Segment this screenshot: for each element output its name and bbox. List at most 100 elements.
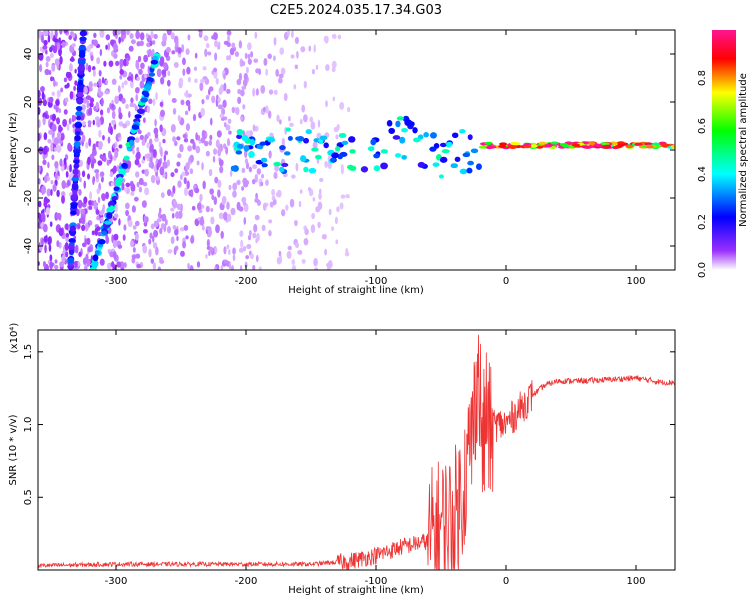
spectrogram-cell bbox=[243, 216, 247, 225]
spectrogram-cell bbox=[76, 115, 82, 121]
spectrogram-cell bbox=[467, 134, 473, 141]
spectrogram-cell bbox=[71, 183, 79, 190]
spectrogram-cell bbox=[249, 138, 256, 146]
spectrogram-cell bbox=[104, 220, 112, 225]
spectrogram-cell bbox=[205, 205, 210, 213]
spectrogram-cell bbox=[128, 45, 134, 52]
spectrogram-cell bbox=[625, 144, 634, 149]
spectrogram-cell bbox=[157, 266, 162, 270]
spectrogram-cell bbox=[136, 181, 140, 188]
spectrogram-cell bbox=[241, 196, 247, 204]
spectrogram-cell bbox=[144, 153, 149, 159]
spectrogram-cell bbox=[616, 143, 625, 147]
spectrogram-cell bbox=[185, 123, 190, 132]
spectrogram-cell bbox=[132, 184, 136, 192]
spectrogram-cell bbox=[126, 57, 129, 67]
spectrogram-cell bbox=[189, 154, 194, 163]
spectrogram-cell bbox=[95, 101, 100, 110]
spectrogram-cell bbox=[139, 32, 145, 41]
spectrogram-cell bbox=[294, 219, 298, 227]
spectrogram-cell bbox=[562, 144, 571, 148]
spectrogram-cell bbox=[238, 247, 244, 253]
spectrogram-x-tick-label: 0 bbox=[503, 276, 509, 287]
spectrogram-cell bbox=[445, 141, 453, 147]
spectrogram-cell bbox=[81, 170, 86, 178]
spectrogram-cell bbox=[251, 178, 256, 185]
spectrogram-cell bbox=[268, 150, 272, 159]
spectrogram-cell bbox=[123, 262, 127, 268]
spectrogram-cell bbox=[118, 121, 124, 127]
spectrogram-cell bbox=[79, 177, 82, 183]
spectrogram-cell bbox=[47, 138, 52, 144]
spectrogram-cell bbox=[113, 53, 118, 59]
spectrogram-cell bbox=[160, 223, 166, 230]
spectrogram-cell bbox=[74, 244, 79, 254]
spectrogram-cell bbox=[38, 200, 42, 208]
spectrogram-cell bbox=[131, 205, 136, 213]
spectrogram-cell bbox=[118, 36, 122, 44]
spectrogram-cell bbox=[187, 145, 193, 152]
spectrogram-cell bbox=[54, 172, 58, 180]
spectrogram-cell bbox=[249, 253, 254, 260]
spectrogram-cell bbox=[117, 85, 121, 93]
spectrogram-cell bbox=[65, 170, 69, 178]
spectrogram-cell bbox=[116, 164, 120, 172]
spectrogram-cell bbox=[512, 142, 521, 146]
spectrogram-cell bbox=[42, 260, 47, 268]
spectrogram-cell bbox=[210, 207, 214, 212]
spectrogram-cell bbox=[603, 144, 612, 148]
spectrogram-cell bbox=[87, 64, 92, 73]
spectrogram-cell bbox=[220, 230, 224, 239]
spectrogram-cell bbox=[273, 89, 278, 95]
spectrogram-cell bbox=[303, 80, 307, 89]
spectrogram-cell bbox=[101, 196, 106, 202]
spectrogram-cell bbox=[348, 136, 356, 143]
spectrogram-cell bbox=[462, 152, 471, 158]
spectrogram-cell bbox=[258, 68, 262, 76]
spectrogram-cell bbox=[254, 198, 260, 203]
spectrogram-cell bbox=[191, 205, 196, 211]
spectrogram-cell bbox=[45, 61, 49, 68]
snr-y-tick-label: 0.5 bbox=[23, 489, 34, 505]
spectrogram-cell bbox=[222, 99, 227, 108]
spectrogram-cell bbox=[73, 85, 76, 91]
spectrogram-cell bbox=[136, 108, 145, 114]
spectrogram-cell bbox=[247, 42, 252, 51]
spectrogram-cell bbox=[252, 232, 257, 239]
spectrogram-cell bbox=[60, 165, 65, 172]
spectrogram-cell bbox=[319, 177, 324, 182]
spectrogram-cell bbox=[287, 30, 290, 37]
spectrogram-cell bbox=[181, 43, 185, 53]
spectrogram-cell bbox=[310, 224, 316, 233]
spectrogram-cell bbox=[312, 141, 318, 150]
spectrogram-cell bbox=[122, 123, 128, 129]
spectrogram-cell bbox=[74, 135, 81, 141]
spectrogram-cell bbox=[77, 261, 81, 267]
spectrogram-cell bbox=[105, 191, 109, 200]
spectrogram-cell bbox=[121, 97, 126, 104]
spectrogram-cell bbox=[297, 250, 303, 255]
spectrogram-cell bbox=[337, 34, 342, 40]
spectrogram-cell bbox=[205, 94, 210, 100]
spectrogram-cell bbox=[243, 144, 250, 152]
spectrogram-cell bbox=[145, 32, 149, 39]
spectrogram-cell bbox=[315, 64, 319, 70]
spectrogram-cell bbox=[134, 158, 140, 166]
spectrogram-cell bbox=[130, 73, 134, 83]
spectrogram-cell bbox=[38, 106, 41, 116]
spectrogram-cell bbox=[197, 30, 203, 33]
spectrogram-cell bbox=[278, 73, 284, 79]
spectrogram-cell bbox=[127, 136, 136, 142]
spectrogram-cell bbox=[215, 77, 219, 85]
spectrogram-cell bbox=[73, 141, 81, 148]
spectrogram-cell bbox=[347, 106, 351, 113]
spectrogram-cell bbox=[113, 233, 119, 241]
spectrogram-cell bbox=[135, 171, 140, 178]
spectrogram-cell bbox=[231, 42, 236, 49]
spectrogram-cell bbox=[170, 207, 175, 212]
spectrogram-cell bbox=[66, 179, 71, 187]
spectrogram-cell bbox=[111, 196, 118, 201]
spectrogram-cell bbox=[223, 122, 227, 128]
spectrogram-cell bbox=[237, 88, 242, 95]
spectrogram-cell bbox=[550, 141, 559, 145]
